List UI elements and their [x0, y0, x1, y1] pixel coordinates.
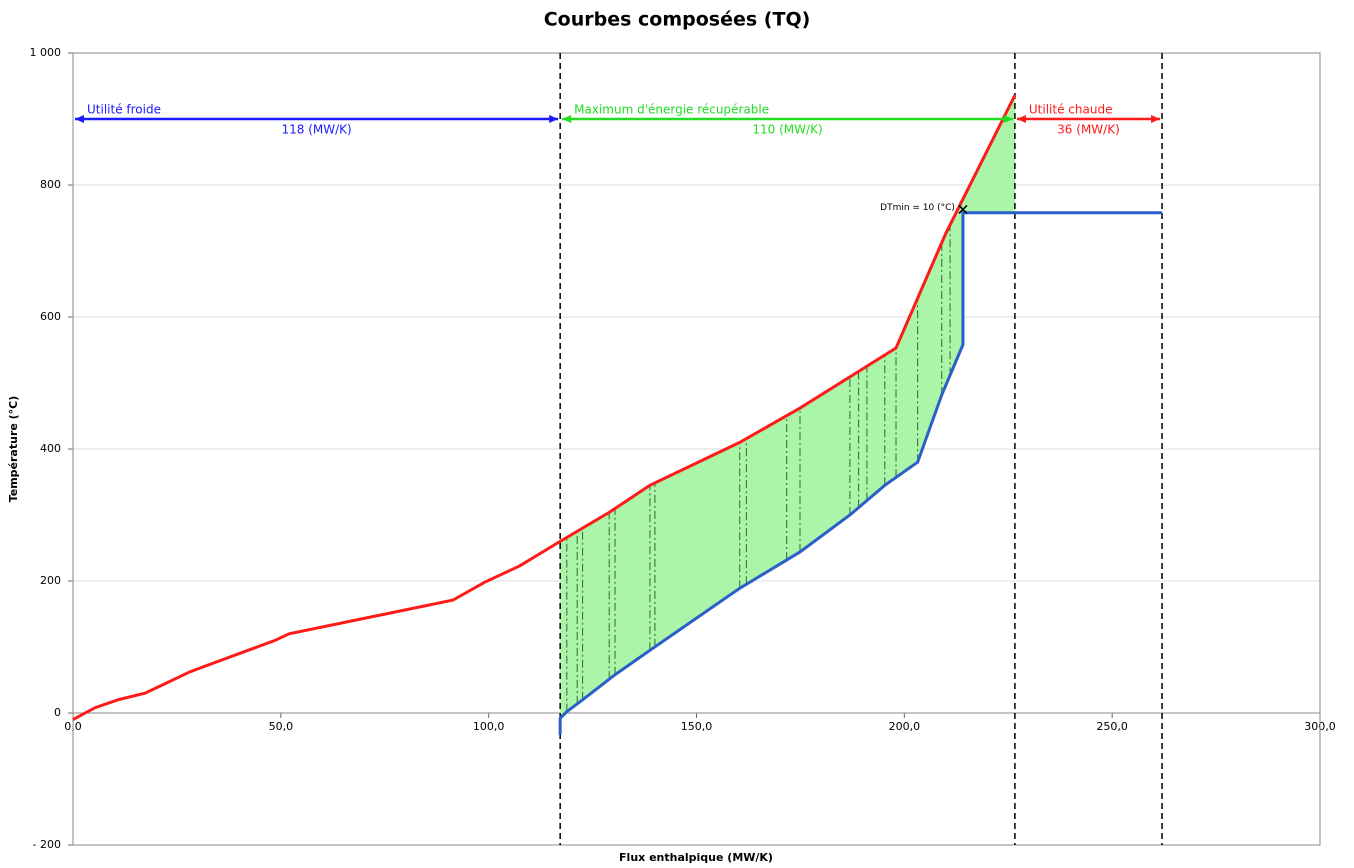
- series-line: [72, 94, 1017, 721]
- x-tick-label: 50,0: [269, 720, 294, 733]
- plot-frame: [72, 52, 1321, 846]
- y-tick-label: 1 000: [30, 46, 62, 59]
- annotation-marker: [958, 204, 968, 214]
- x-axis-label: Flux enthalpique (MW/K): [619, 851, 773, 864]
- span-label: Maximum d'énergie récupérable: [574, 103, 769, 117]
- y-tick-label: 800: [40, 178, 61, 191]
- span-value-label: 36 (MW/K): [1057, 123, 1120, 137]
- recovery-area: [560, 95, 1015, 735]
- y-tick-label: 0: [54, 706, 61, 719]
- arrow-head: [75, 115, 84, 123]
- span-label: Utilité chaude: [1029, 103, 1113, 117]
- y-axis-label: Température (°C): [7, 396, 20, 503]
- arrow-head: [1016, 115, 1026, 123]
- arrow-head: [562, 115, 572, 123]
- x-tick-label: 200,0: [889, 720, 921, 733]
- series-line: [558, 211, 1163, 735]
- arrow-head: [1003, 115, 1013, 123]
- y-tick-label: - 200: [33, 838, 61, 851]
- arrow-head: [1151, 115, 1161, 123]
- x-tick-label: 250,0: [1096, 720, 1128, 733]
- span-label: Utilité froide: [87, 103, 161, 117]
- span-value-label: 118 (MW/K): [281, 123, 351, 137]
- arrow-head: [549, 115, 559, 123]
- x-tick-label: 150,0: [681, 720, 713, 733]
- y-tick-label: 200: [40, 574, 61, 587]
- annotation: DTmin = 10 (°C): [880, 203, 955, 213]
- span-value-label: 110 (MW/K): [752, 123, 822, 137]
- x-tick-label: 100,0: [473, 720, 505, 733]
- y-tick-label: 600: [40, 310, 61, 323]
- chart-title: Courbes composées (TQ): [544, 9, 811, 31]
- y-tick-label: 400: [40, 442, 61, 455]
